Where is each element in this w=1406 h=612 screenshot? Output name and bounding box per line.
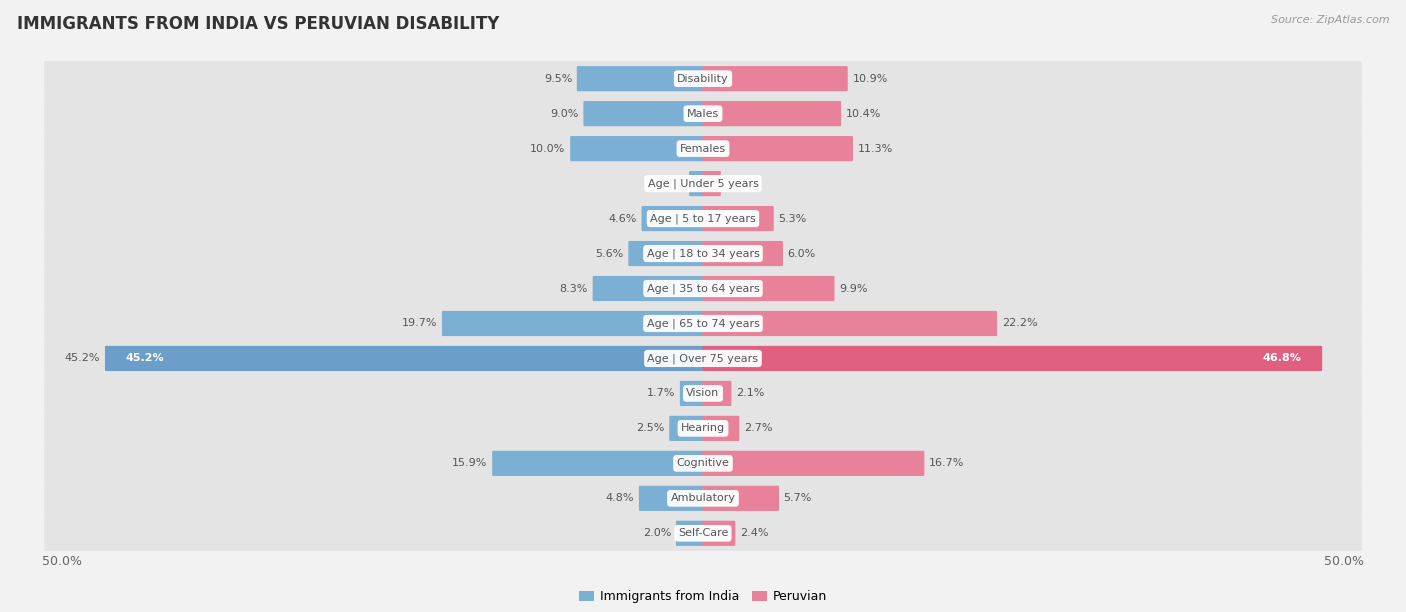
FancyBboxPatch shape [703, 136, 853, 161]
Text: 10.0%: 10.0% [530, 144, 565, 154]
FancyBboxPatch shape [703, 171, 721, 196]
Text: Source: ZipAtlas.com: Source: ZipAtlas.com [1271, 15, 1389, 25]
FancyBboxPatch shape [703, 346, 1322, 371]
FancyBboxPatch shape [44, 340, 1362, 378]
FancyBboxPatch shape [703, 241, 783, 266]
Text: Disability: Disability [678, 73, 728, 84]
FancyBboxPatch shape [44, 515, 1362, 552]
FancyBboxPatch shape [641, 206, 703, 231]
Legend: Immigrants from India, Peruvian: Immigrants from India, Peruvian [574, 585, 832, 608]
Text: 8.3%: 8.3% [560, 283, 588, 294]
FancyBboxPatch shape [638, 486, 703, 511]
FancyBboxPatch shape [44, 375, 1362, 412]
FancyBboxPatch shape [703, 486, 779, 511]
Text: 16.7%: 16.7% [929, 458, 965, 468]
FancyBboxPatch shape [44, 60, 1362, 97]
FancyBboxPatch shape [44, 305, 1362, 342]
FancyBboxPatch shape [44, 200, 1362, 237]
FancyBboxPatch shape [703, 206, 773, 231]
Text: 2.5%: 2.5% [637, 424, 665, 433]
FancyBboxPatch shape [44, 234, 1362, 272]
FancyBboxPatch shape [703, 276, 835, 301]
FancyBboxPatch shape [676, 521, 703, 546]
Text: Age | Under 5 years: Age | Under 5 years [648, 178, 758, 189]
FancyBboxPatch shape [703, 521, 735, 546]
Text: 6.0%: 6.0% [787, 248, 815, 258]
Text: Ambulatory: Ambulatory [671, 493, 735, 503]
Text: 2.0%: 2.0% [643, 528, 671, 539]
Text: 2.7%: 2.7% [744, 424, 772, 433]
FancyBboxPatch shape [681, 381, 703, 406]
FancyBboxPatch shape [628, 241, 703, 266]
FancyBboxPatch shape [44, 165, 1362, 203]
FancyBboxPatch shape [703, 66, 848, 91]
FancyBboxPatch shape [571, 136, 703, 161]
FancyBboxPatch shape [593, 276, 703, 301]
FancyBboxPatch shape [669, 416, 703, 441]
Text: 19.7%: 19.7% [402, 318, 437, 329]
Text: 1.7%: 1.7% [647, 389, 675, 398]
FancyBboxPatch shape [576, 66, 703, 91]
Text: 50.0%: 50.0% [1324, 555, 1364, 568]
Text: 11.3%: 11.3% [858, 144, 893, 154]
Text: 5.6%: 5.6% [596, 248, 624, 258]
Text: 10.9%: 10.9% [852, 73, 887, 84]
Text: Hearing: Hearing [681, 424, 725, 433]
Text: 10.4%: 10.4% [846, 109, 882, 119]
FancyBboxPatch shape [703, 311, 997, 336]
Text: 45.2%: 45.2% [125, 354, 165, 364]
Text: 9.5%: 9.5% [544, 73, 572, 84]
Text: IMMIGRANTS FROM INDIA VS PERUVIAN DISABILITY: IMMIGRANTS FROM INDIA VS PERUVIAN DISABI… [17, 15, 499, 33]
Text: 9.0%: 9.0% [550, 109, 579, 119]
Text: Age | 18 to 34 years: Age | 18 to 34 years [647, 248, 759, 259]
Text: 2.4%: 2.4% [740, 528, 769, 539]
Text: Age | 5 to 17 years: Age | 5 to 17 years [650, 214, 756, 224]
FancyBboxPatch shape [583, 101, 703, 126]
Text: Self-Care: Self-Care [678, 528, 728, 539]
FancyBboxPatch shape [703, 101, 841, 126]
FancyBboxPatch shape [703, 451, 924, 476]
FancyBboxPatch shape [492, 451, 703, 476]
Text: Age | 65 to 74 years: Age | 65 to 74 years [647, 318, 759, 329]
FancyBboxPatch shape [105, 346, 703, 371]
FancyBboxPatch shape [441, 311, 703, 336]
FancyBboxPatch shape [703, 381, 731, 406]
FancyBboxPatch shape [44, 95, 1362, 133]
Text: Females: Females [681, 144, 725, 154]
Text: 50.0%: 50.0% [42, 555, 82, 568]
Text: Age | Over 75 years: Age | Over 75 years [648, 353, 758, 364]
Text: Age | 35 to 64 years: Age | 35 to 64 years [647, 283, 759, 294]
FancyBboxPatch shape [689, 171, 703, 196]
Text: 4.8%: 4.8% [606, 493, 634, 503]
Text: 45.2%: 45.2% [65, 354, 100, 364]
Text: Vision: Vision [686, 389, 720, 398]
Text: 15.9%: 15.9% [453, 458, 488, 468]
Text: 5.7%: 5.7% [783, 493, 813, 503]
Text: 1.0%: 1.0% [657, 179, 685, 188]
Text: 1.3%: 1.3% [725, 179, 754, 188]
FancyBboxPatch shape [44, 409, 1362, 447]
Text: 22.2%: 22.2% [1001, 318, 1038, 329]
Text: 9.9%: 9.9% [839, 283, 868, 294]
Text: Males: Males [688, 109, 718, 119]
Text: 46.8%: 46.8% [1263, 354, 1302, 364]
FancyBboxPatch shape [44, 444, 1362, 482]
FancyBboxPatch shape [44, 270, 1362, 307]
Text: 4.6%: 4.6% [609, 214, 637, 223]
Text: 2.1%: 2.1% [737, 389, 765, 398]
FancyBboxPatch shape [703, 416, 740, 441]
Text: Cognitive: Cognitive [676, 458, 730, 468]
FancyBboxPatch shape [44, 479, 1362, 517]
FancyBboxPatch shape [44, 130, 1362, 168]
Text: 5.3%: 5.3% [779, 214, 807, 223]
